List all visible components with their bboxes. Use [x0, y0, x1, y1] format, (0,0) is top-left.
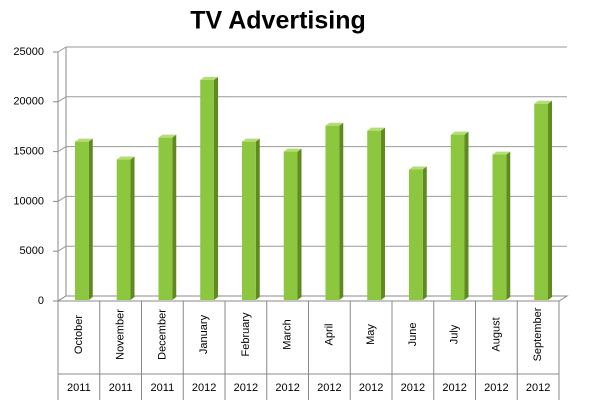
bar — [158, 134, 177, 300]
y-tick-label: 0 — [38, 295, 44, 307]
x-group-label: 2012 — [317, 382, 341, 394]
bar — [492, 151, 511, 300]
x-group-label: 2011 — [109, 382, 133, 394]
y-tick-label: 20000 — [13, 96, 44, 108]
bar-top — [74, 138, 93, 142]
bar-top — [158, 134, 177, 138]
x-group-label: 2012 — [359, 382, 383, 394]
bar-top — [200, 76, 219, 80]
bar — [450, 131, 469, 300]
bar-front — [408, 169, 423, 300]
bar-front — [325, 125, 340, 300]
bar — [325, 122, 344, 300]
bar-side — [172, 134, 177, 300]
bar-top — [492, 151, 511, 155]
x-tick-label: November — [115, 309, 127, 360]
x-tick-label: June — [407, 323, 419, 347]
bar-front — [200, 79, 215, 300]
bar-side — [381, 127, 386, 301]
x-tick-label: September — [532, 307, 544, 361]
x-tick-label: July — [449, 324, 461, 344]
x-tick-label: March — [282, 319, 294, 350]
x-group-label: 2012 — [526, 382, 550, 394]
bar — [408, 166, 427, 300]
bar-front — [283, 151, 298, 300]
bar-front — [492, 154, 507, 300]
x-group-label: 2011 — [67, 382, 91, 394]
bar-side — [422, 166, 427, 300]
bar-front — [158, 137, 173, 300]
x-tick-label: December — [156, 309, 168, 360]
x-group-label: 2012 — [192, 382, 216, 394]
bar-top — [116, 156, 135, 160]
x-tick-label: October — [73, 315, 85, 354]
bar-side — [214, 76, 219, 300]
grid-line-side — [57, 146, 67, 153]
grid-line-side — [57, 195, 67, 202]
bar-top — [283, 148, 302, 152]
bar-top — [241, 138, 260, 142]
bar — [283, 148, 302, 300]
grid-line-side — [57, 245, 67, 252]
bar — [74, 138, 93, 300]
bar-top — [408, 166, 427, 170]
bar-side — [297, 148, 302, 300]
bar — [116, 156, 135, 300]
bar-side — [255, 138, 260, 300]
grid-line-side — [57, 46, 67, 53]
bar — [200, 76, 219, 300]
bar-front — [367, 130, 382, 300]
bar-top — [534, 100, 553, 104]
bar-side — [506, 151, 511, 300]
bar-front — [116, 159, 131, 300]
x-tick-label: May — [365, 324, 377, 345]
x-group-label: 2012 — [275, 382, 299, 394]
chart-title: TV Advertising — [190, 7, 366, 35]
bar-front — [534, 103, 549, 300]
grid-line-side — [57, 96, 67, 103]
bar-side — [130, 156, 135, 300]
x-group-label: 2012 — [234, 382, 258, 394]
bar-side — [464, 131, 469, 300]
x-tick-label: February — [240, 312, 252, 357]
bar-front — [241, 141, 256, 300]
bar — [241, 138, 260, 300]
y-tick-label: 25000 — [13, 46, 44, 58]
bar-front — [450, 134, 465, 300]
bar-side — [88, 138, 93, 300]
x-group-label: 2012 — [484, 382, 508, 394]
x-group-label: 2011 — [151, 382, 175, 394]
x-group-label: 2012 — [401, 382, 425, 394]
x-tick-label: April — [323, 323, 335, 345]
bar-side — [339, 122, 344, 300]
bar — [534, 100, 553, 300]
x-tick-label: January — [198, 314, 210, 354]
bar-top — [367, 127, 386, 131]
y-tick-label: 15000 — [13, 146, 44, 158]
bar — [367, 127, 386, 301]
y-tick-label: 10000 — [13, 195, 44, 207]
bar-top — [325, 122, 344, 126]
bar-top — [450, 131, 469, 135]
bar-side — [548, 100, 553, 300]
x-group-label: 2012 — [442, 382, 466, 394]
y-tick-label: 5000 — [20, 245, 44, 257]
x-tick-label: August — [490, 317, 502, 351]
bar-front — [74, 141, 89, 300]
